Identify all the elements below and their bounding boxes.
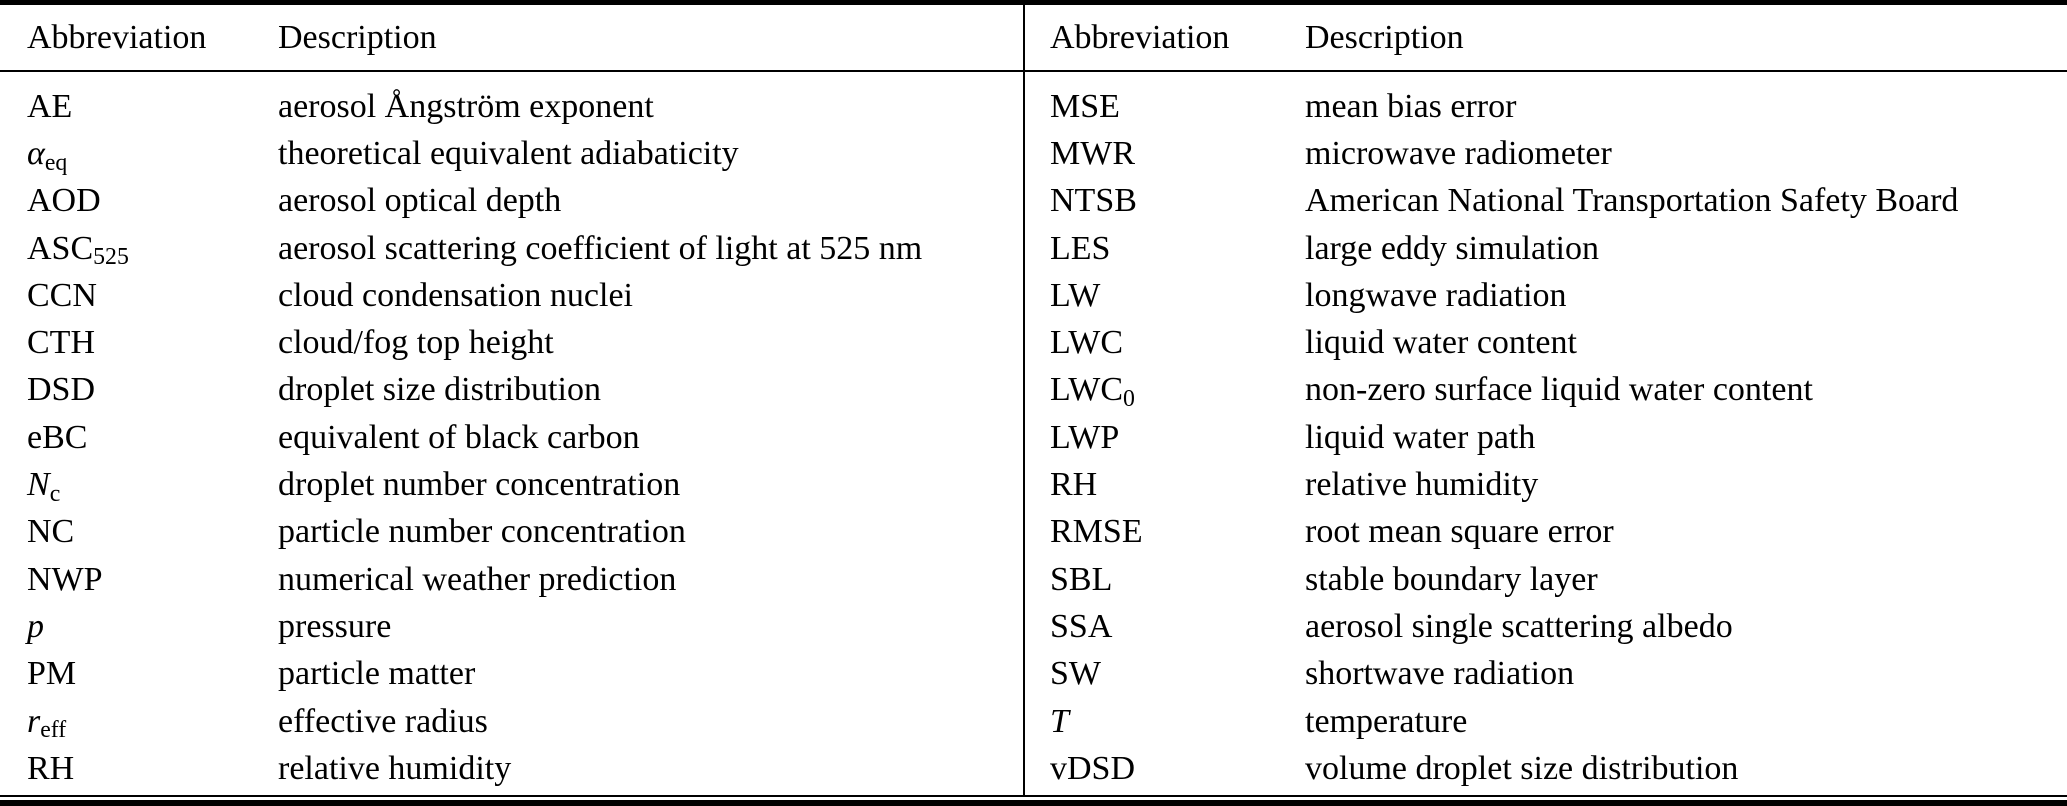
description-cell: volume droplet size distribution bbox=[1305, 749, 1739, 787]
abbreviation-cell: MWR bbox=[1050, 134, 1135, 172]
description-cell: relative humidity bbox=[278, 749, 512, 787]
abbreviation-cell: LWC bbox=[1050, 324, 1124, 362]
description-cell: droplet size distribution bbox=[278, 371, 601, 409]
abbreviation-cell: MSE bbox=[1050, 87, 1120, 125]
abbreviation-cell: αeq bbox=[27, 134, 68, 176]
abbreviation-cell: AOD bbox=[27, 182, 101, 220]
description-cell: root mean square error bbox=[1305, 513, 1614, 551]
table-rows: MSE mean bias error MWR microwave radiomete… bbox=[1025, 72, 2067, 792]
abbreviation-cell: reff bbox=[27, 702, 67, 744]
description-cell: relative humidity bbox=[1305, 466, 1539, 504]
description-cell: droplet number concentration bbox=[278, 466, 681, 504]
abbreviation-cell: Nc bbox=[27, 466, 61, 507]
abbreviation-cell: LES bbox=[1050, 229, 1111, 267]
description-cell: aerosol single scattering albedo bbox=[1305, 607, 1733, 645]
abbreviation-cell: NTSB bbox=[1050, 182, 1137, 220]
abbreviation-cell: RMSE bbox=[1050, 513, 1143, 551]
abbreviation-cell: eBC bbox=[27, 418, 88, 456]
description-cell: mean bias error bbox=[1305, 87, 1517, 125]
table-bottom-thin-rule bbox=[0, 795, 2067, 797]
description-column-header: Description bbox=[1305, 18, 1464, 56]
description-cell: theoretical equivalent adiabaticity bbox=[278, 134, 739, 172]
description-cell: cloud/fog top height bbox=[278, 324, 554, 362]
abbreviation-cell: SSA bbox=[1050, 607, 1113, 645]
abbreviation-column-header: Abbreviation bbox=[1050, 18, 1230, 56]
abbreviation-cell: p bbox=[27, 607, 44, 645]
abbreviation-cell: SW bbox=[1050, 655, 1101, 693]
abbreviation-table: Abbreviation Description AE aerosol Ångst… bbox=[0, 5, 2067, 795]
abbreviation-subscript: 525 bbox=[93, 244, 129, 271]
abbreviation-cell: NC bbox=[27, 513, 75, 551]
description-cell: numerical weather prediction bbox=[278, 560, 677, 598]
description-cell: stable boundary layer bbox=[1305, 560, 1598, 598]
abbreviation-cell: CTH bbox=[27, 324, 95, 362]
abbreviation-cell: LWC0 bbox=[1050, 371, 1135, 413]
description-column-header: Description bbox=[278, 18, 437, 56]
table-top-rule bbox=[0, 0, 2067, 5]
description-cell: longwave radiation bbox=[1305, 276, 1567, 314]
description-cell: particle number concentration bbox=[278, 513, 686, 551]
abbreviation-cell: AE bbox=[27, 87, 73, 125]
abbreviation-subscript: eff bbox=[40, 717, 67, 744]
description-cell: effective radius bbox=[278, 702, 488, 740]
abbreviation-cell: RH bbox=[1050, 466, 1098, 504]
description-cell: shortwave radiation bbox=[1305, 655, 1575, 693]
table-header-row: Abbreviation Description bbox=[0, 5, 1023, 70]
abbreviation-cell: DSD bbox=[27, 371, 96, 409]
description-cell: large eddy simulation bbox=[1305, 229, 1599, 267]
abbreviation-cell: LW bbox=[1050, 276, 1101, 314]
table-rows: AE aerosol Ångström exponent αeq theoretica… bbox=[0, 72, 1023, 792]
description-cell: American National Transportation Safety … bbox=[1305, 182, 1959, 220]
abbreviation-cell: vDSD bbox=[1050, 749, 1136, 787]
abbreviation-subscript: 0 bbox=[1123, 386, 1135, 413]
abbreviation-subscript: c bbox=[49, 480, 61, 507]
description-cell: particle matter bbox=[278, 655, 476, 693]
table-bottom-rule-gap bbox=[0, 797, 2067, 800]
description-cell: non-zero surface liquid water content bbox=[1305, 371, 1813, 409]
header-separator-rule bbox=[0, 70, 1023, 72]
abbreviation-cell: CCN bbox=[27, 276, 97, 314]
description-cell: temperature bbox=[1305, 702, 1468, 740]
table-left-half: Abbreviation Description AE aerosol Ångst… bbox=[0, 5, 1025, 795]
abbreviation-cell: T bbox=[1050, 702, 1069, 740]
abbreviation-cell: NWP bbox=[27, 560, 103, 598]
description-cell: aerosol scattering coefficient of light … bbox=[278, 229, 923, 267]
description-cell: liquid water path bbox=[1305, 418, 1536, 456]
abbreviation-subscript: eq bbox=[44, 149, 68, 176]
description-cell: liquid water content bbox=[1305, 324, 1577, 362]
description-cell: microwave radiometer bbox=[1305, 134, 1612, 172]
table-bottom-thick-rule bbox=[0, 800, 2067, 806]
table-right-half: Abbreviation Description MSE mean bias er… bbox=[1025, 5, 2067, 795]
description-cell: aerosol Ångström exponent bbox=[278, 87, 654, 125]
description-cell: cloud condensation nuclei bbox=[278, 276, 634, 314]
abbreviation-cell: PM bbox=[27, 655, 77, 693]
header-separator-rule bbox=[1025, 70, 2067, 72]
abbreviation-cell: RH bbox=[27, 749, 75, 787]
description-cell: pressure bbox=[278, 607, 392, 645]
table-header-row: Abbreviation Description bbox=[1025, 5, 2067, 70]
abbreviation-cell: ASC525 bbox=[27, 229, 129, 271]
abbreviation-column-header: Abbreviation bbox=[27, 18, 207, 56]
abbreviation-cell: SBL bbox=[1050, 560, 1113, 598]
abbreviation-cell: LWP bbox=[1050, 418, 1120, 456]
description-cell: aerosol optical depth bbox=[278, 182, 562, 220]
description-cell: equivalent of black carbon bbox=[278, 418, 640, 456]
